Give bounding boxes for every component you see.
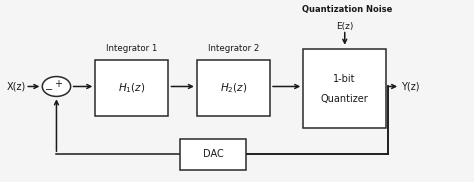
Text: Y(z): Y(z) [401,82,420,92]
Bar [197,60,270,116]
Bar [303,49,386,128]
Text: $H_2(z)$: $H_2(z)$ [220,82,247,95]
Text: $H_1(z)$: $H_1(z)$ [118,82,146,95]
Text: Quantization Noise: Quantization Noise [302,5,392,14]
Text: Quantizer: Quantizer [320,94,368,104]
Text: +: + [54,79,62,89]
Text: Integrator 1: Integrator 1 [106,44,157,53]
Text: X(z): X(z) [6,82,26,92]
Text: Integrator 2: Integrator 2 [208,44,259,53]
Ellipse shape [42,77,71,96]
Bar [180,139,246,170]
Text: E(z): E(z) [336,22,354,31]
Text: 1-bit: 1-bit [333,74,356,84]
Text: −: − [45,85,53,95]
Text: DAC: DAC [203,149,224,159]
Bar [95,60,168,116]
